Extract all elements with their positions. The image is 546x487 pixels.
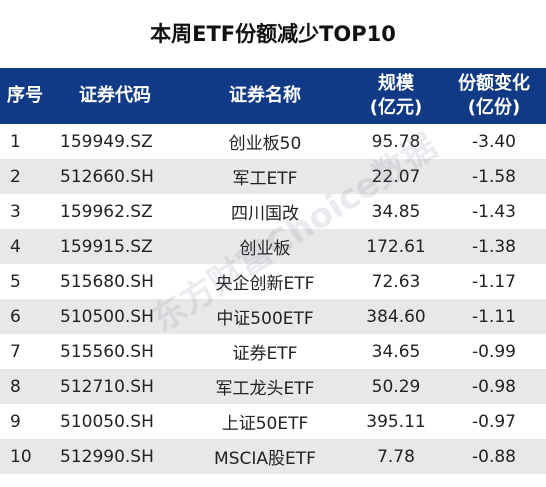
- cell-index: 7: [0, 334, 50, 369]
- cell-index: 6: [0, 299, 50, 334]
- header-change: 份额变化 (亿份): [442, 68, 546, 124]
- cell-name: 证券ETF: [180, 334, 350, 369]
- cell-index: 5: [0, 264, 50, 299]
- cell-scale: 50.29: [350, 369, 442, 404]
- table-row: 9 510050.SH 上证50ETF 395.11 -0.97: [0, 404, 546, 439]
- cell-code: 512990.SH: [50, 439, 180, 474]
- cell-code: 159962.SZ: [50, 194, 180, 229]
- cell-index: 8: [0, 369, 50, 404]
- cell-change: -3.40: [442, 124, 546, 159]
- cell-index: 10: [0, 439, 50, 474]
- cell-scale: 34.65: [350, 334, 442, 369]
- header-code: 证券代码: [50, 68, 180, 124]
- cell-index: 1: [0, 124, 50, 159]
- cell-scale: 34.85: [350, 194, 442, 229]
- cell-change: -1.58: [442, 159, 546, 194]
- table-row: 2 512660.SH 军工ETF 22.07 -1.58: [0, 159, 546, 194]
- table-row: 6 510500.SH 中证500ETF 384.60 -1.11: [0, 299, 546, 334]
- cell-index: 2: [0, 159, 50, 194]
- table-row: 4 159915.SZ 创业板 172.61 -1.38: [0, 229, 546, 264]
- cell-change: -0.99: [442, 334, 546, 369]
- cell-change: -0.88: [442, 439, 546, 474]
- cell-scale: 7.78: [350, 439, 442, 474]
- cell-change: -0.97: [442, 404, 546, 439]
- cell-name: 四川国改: [180, 194, 350, 229]
- header-change-line1: 份额变化: [458, 73, 530, 94]
- etf-table: 序号 证券代码 证券名称 规模 (亿元) 份额变化 (亿份) 1 159949.…: [0, 68, 546, 474]
- header-index: 序号: [0, 68, 50, 124]
- cell-name: 中证500ETF: [180, 299, 350, 334]
- cell-code: 512710.SH: [50, 369, 180, 404]
- table-row: 10 512990.SH MSCIA股ETF 7.78 -0.88: [0, 439, 546, 474]
- cell-change: -1.38: [442, 229, 546, 264]
- cell-code: 510500.SH: [50, 299, 180, 334]
- cell-scale: 22.07: [350, 159, 442, 194]
- cell-name: 上证50ETF: [180, 404, 350, 439]
- table-row: 7 515560.SH 证券ETF 34.65 -0.99: [0, 334, 546, 369]
- header-scale-line1: 规模: [378, 73, 414, 94]
- table-row: 8 512710.SH 军工龙头ETF 50.29 -0.98: [0, 369, 546, 404]
- cell-scale: 95.78: [350, 124, 442, 159]
- cell-code: 515560.SH: [50, 334, 180, 369]
- cell-index: 9: [0, 404, 50, 439]
- table-row: 3 159962.SZ 四川国改 34.85 -1.43: [0, 194, 546, 229]
- cell-scale: 384.60: [350, 299, 442, 334]
- cell-code: 159949.SZ: [50, 124, 180, 159]
- cell-code: 159915.SZ: [50, 229, 180, 264]
- cell-scale: 395.11: [350, 404, 442, 439]
- cell-index: 4: [0, 229, 50, 264]
- cell-name: 央企创新ETF: [180, 264, 350, 299]
- cell-scale: 172.61: [350, 229, 442, 264]
- table-header-row: 序号 证券代码 证券名称 规模 (亿元) 份额变化 (亿份): [0, 68, 546, 124]
- cell-name: 军工ETF: [180, 159, 350, 194]
- cell-code: 510050.SH: [50, 404, 180, 439]
- cell-change: -1.11: [442, 299, 546, 334]
- cell-name: MSCIA股ETF: [180, 439, 350, 474]
- page-title: 本周ETF份额减少TOP10: [150, 22, 396, 46]
- header-scale-line2: (亿元): [369, 97, 423, 118]
- cell-change: -1.43: [442, 194, 546, 229]
- table-row: 5 515680.SH 央企创新ETF 72.63 -1.17: [0, 264, 546, 299]
- cell-scale: 72.63: [350, 264, 442, 299]
- cell-index: 3: [0, 194, 50, 229]
- cell-change: -0.98: [442, 369, 546, 404]
- cell-code: 512660.SH: [50, 159, 180, 194]
- cell-name: 军工龙头ETF: [180, 369, 350, 404]
- header-change-line2: (亿份): [467, 97, 521, 118]
- header-name: 证券名称: [180, 68, 350, 124]
- cell-code: 515680.SH: [50, 264, 180, 299]
- cell-change: -1.17: [442, 264, 546, 299]
- header-scale: 规模 (亿元): [350, 68, 442, 124]
- table-row: 1 159949.SZ 创业板50 95.78 -3.40: [0, 124, 546, 159]
- cell-name: 创业板: [180, 229, 350, 264]
- cell-name: 创业板50: [180, 124, 350, 159]
